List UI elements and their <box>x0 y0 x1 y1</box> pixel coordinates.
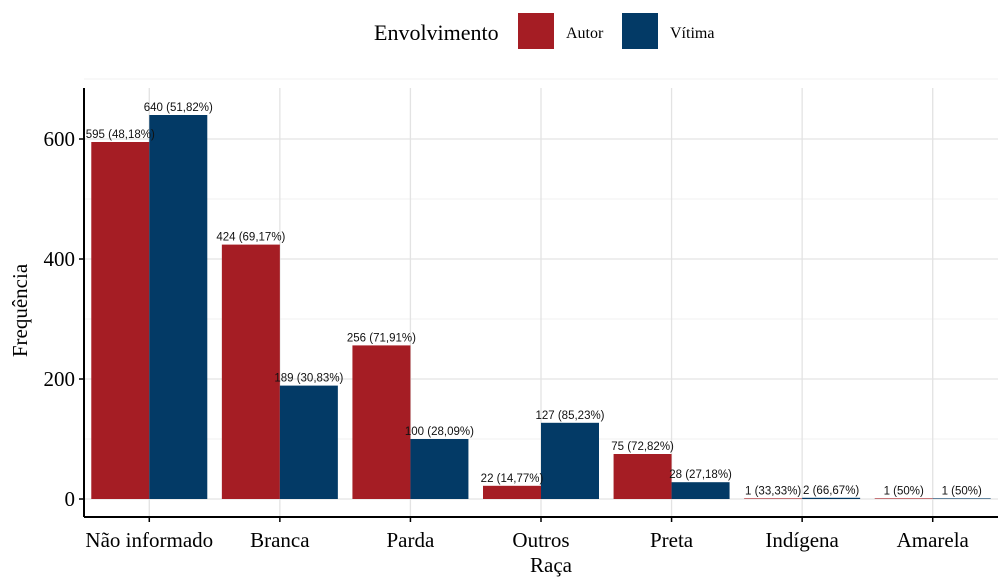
bar-autor-5 <box>744 498 803 499</box>
x-axis-title: Raça <box>530 553 573 577</box>
data-label: 127 (85,23%) <box>535 410 604 422</box>
y-tick-label: 600 <box>44 127 76 151</box>
data-label: 28 (27,18%) <box>669 469 732 481</box>
bar-vítima-2 <box>410 439 469 499</box>
bars <box>91 115 991 499</box>
x-tick-label: Outros <box>512 528 569 552</box>
x-ticks: Não informado Branca Parda Outros Preta Indíg… <box>85 517 970 552</box>
data-label: 75 (72,82%) <box>611 441 674 453</box>
legend-key-vítima <box>622 13 658 49</box>
x-tick-label: Parda <box>387 528 435 552</box>
data-labels: 595 (48,18%) 640 (51,82%) 424 (69,17%) 189 … <box>86 102 982 497</box>
data-label: 256 (71,91%) <box>347 332 416 344</box>
x-tick-label: Amarela <box>897 528 970 552</box>
bar-vítima-0 <box>149 115 208 499</box>
legend-key-autor <box>518 13 554 49</box>
legend-label: Autor <box>566 25 604 42</box>
bar-autor-4 <box>613 454 672 499</box>
legend-label: Vítima <box>670 25 714 42</box>
data-label: 189 (30,83%) <box>274 373 343 385</box>
bar-vítima-3 <box>541 422 599 499</box>
y-axis-title: Frequência <box>8 263 32 357</box>
y-tick-label: 400 <box>44 247 76 271</box>
y-tick-label: 200 <box>44 367 76 391</box>
x-tick-label: Não informado <box>85 528 213 552</box>
bar-vítima-5 <box>802 497 861 499</box>
bar-vítima-6 <box>932 498 991 499</box>
data-label: 1 (50%) <box>884 485 924 497</box>
legend-title: Envolvimento <box>374 20 499 45</box>
x-tick-label: Preta <box>650 528 694 552</box>
data-label: 100 (28,09%) <box>405 426 474 438</box>
data-label: 1 (33,33%) <box>745 485 801 497</box>
bar-autor-1 <box>221 244 280 499</box>
data-label: 640 (51,82%) <box>144 102 213 114</box>
data-label: 1 (50%) <box>942 485 982 497</box>
y-tick-label: 0 <box>65 487 76 511</box>
bar-autor-3 <box>483 485 541 499</box>
x-tick-label: Indígena <box>765 528 839 552</box>
data-label: 22 (14,77%) <box>481 473 544 485</box>
y-ticks: 0 200 400 600 <box>44 127 84 511</box>
bar-vítima-4 <box>671 482 730 499</box>
bar-autor-6 <box>874 498 933 499</box>
bar-vítima-1 <box>279 385 338 499</box>
x-tick-label: Branca <box>250 528 310 552</box>
bar-autor-0 <box>91 142 150 499</box>
legend: Envolvimento Autor Vítima <box>374 13 714 49</box>
bar-autor-2 <box>352 345 411 499</box>
data-label: 2 (66,67%) <box>803 485 859 497</box>
data-label: 424 (69,17%) <box>216 232 285 244</box>
data-label: 595 (48,18%) <box>86 129 155 141</box>
